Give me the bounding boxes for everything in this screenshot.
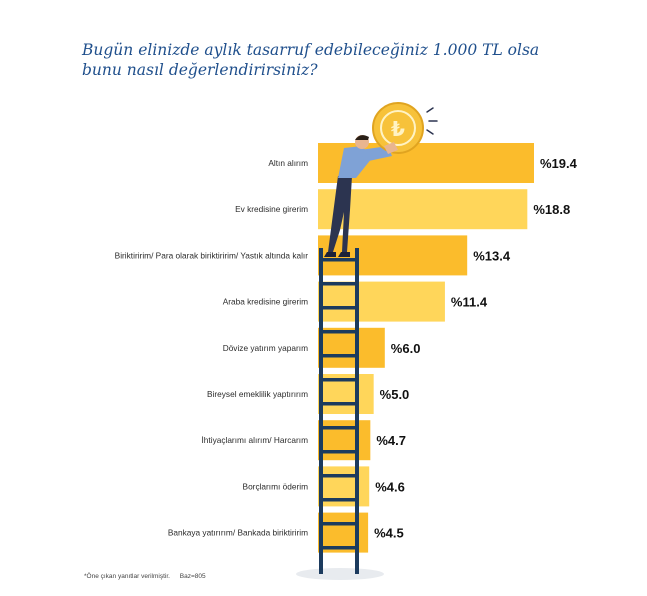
ladder-rail-right [355, 248, 359, 574]
footnote-base: Baz=805 [179, 573, 206, 580]
bar-3 [318, 281, 445, 322]
ladder-rung [319, 378, 359, 382]
ladder-rung [319, 258, 359, 262]
category-label-0: Altın alırım [268, 158, 308, 168]
lira-symbol-icon: ₺ [391, 117, 405, 141]
category-label-6: İhtiyaçlarımı alırım/ Harcarım [202, 435, 309, 445]
bar-8 [318, 512, 369, 553]
ladder-rung [319, 282, 359, 286]
bars-group [318, 143, 534, 553]
sparkle-icon [426, 107, 438, 135]
person-hair [355, 135, 369, 140]
ladder-rungs [319, 258, 359, 550]
ladder-rung [319, 354, 359, 358]
value-label-6: %4.7 [376, 433, 406, 448]
ladder-rung [319, 546, 359, 550]
footnote: *Öne çıkan yanıtlar verilmiştir. Baz=805 [84, 573, 214, 580]
coin-inner [380, 110, 416, 146]
ladder-rung [319, 474, 359, 478]
category-label-7: Borçlarımı öderim [243, 481, 309, 491]
ladder-rung [319, 306, 359, 310]
ladder-rung [319, 522, 359, 526]
person-legs [328, 176, 352, 252]
value-label-3: %11.4 [451, 295, 488, 310]
value-label-0: %19.4 [540, 156, 578, 171]
ladder-rung [319, 330, 359, 334]
person-hand [384, 142, 398, 154]
footnote-note: *Öne çıkan yanıtlar verilmiştir. [84, 573, 170, 580]
category-label-2: Biriktiririm/ Para olarak biriktiririm/ … [115, 250, 309, 260]
category-label-5: Bireysel emeklilik yaptırırım [207, 389, 308, 399]
ladder-rung [319, 450, 359, 454]
value-label-7: %4.6 [375, 479, 405, 494]
value-labels: %19.4 %18.8 %13.4 %11.4 %6.0 %5.0 %4.7 %4.6 %4.5 [374, 156, 578, 541]
person-shoe-left [324, 252, 336, 257]
bar-4 [318, 327, 385, 368]
chart-title: Bugün elinizde aylık tasarruf edebileceğ… [82, 41, 540, 79]
ladder-illustration: ₺ [296, 102, 438, 580]
ladder-shadow [296, 568, 384, 580]
category-label-1: Ev kredisine girerim [235, 204, 308, 214]
value-label-1: %18.8 [533, 202, 570, 217]
ladder-rung [319, 498, 359, 502]
person-arm [360, 146, 392, 162]
ladder-rail-left [319, 248, 323, 574]
ladder-rung [319, 402, 359, 406]
category-labels: Altın alırım Ev kredisine girerim Biriktir… [115, 158, 309, 538]
bar-1 [318, 189, 528, 230]
value-label-5: %5.0 [380, 387, 410, 402]
value-label-8: %4.5 [374, 526, 404, 541]
person-shoe-right [338, 252, 350, 257]
category-label-8: Bankaya yatırırım/ Bankada biriktiririm [168, 528, 308, 538]
value-label-4: %6.0 [391, 341, 421, 356]
ladder-rung [319, 426, 359, 430]
category-label-4: Dövize yatırım yaparım [223, 343, 308, 353]
category-label-3: Araba kredisine girerim [223, 297, 308, 307]
value-label-2: %13.4 [473, 248, 511, 263]
